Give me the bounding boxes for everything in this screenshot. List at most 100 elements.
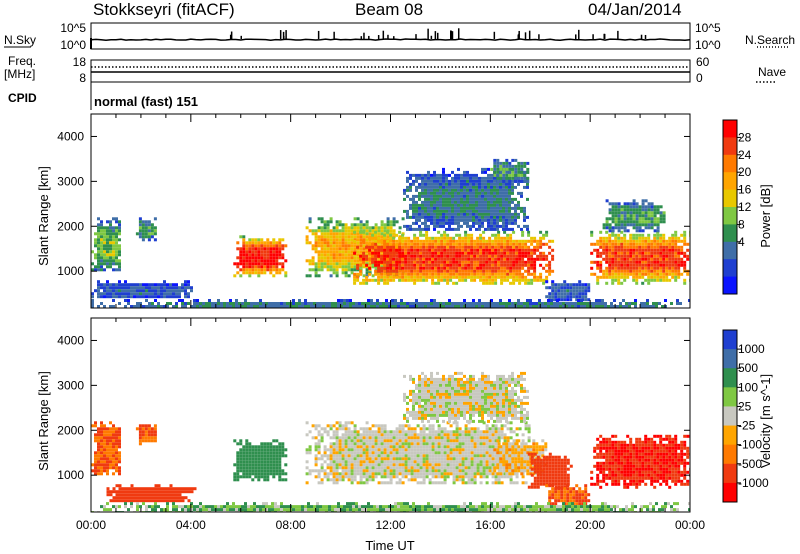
heatmap-cell	[479, 242, 483, 246]
heatmap-cell	[138, 430, 142, 434]
heatmap-cell	[497, 263, 501, 267]
velocity-heatmap	[91, 371, 690, 512]
heatmap-cell	[365, 427, 369, 431]
heatmap-cell	[617, 236, 621, 240]
heatmap-cell	[118, 247, 121, 251]
freq-label-line1: Freq.	[8, 54, 36, 68]
heatmap-cell	[433, 212, 436, 216]
heatmap-cell	[650, 211, 654, 215]
heatmap-cell	[611, 272, 615, 276]
heatmap-cell	[509, 269, 513, 273]
heatmap-cell	[269, 445, 273, 449]
heatmap-cell	[634, 302, 637, 305]
heatmap-cell	[467, 242, 471, 246]
heatmap-cell	[436, 215, 439, 219]
heatmap-cell	[127, 493, 131, 497]
heatmap-cell	[527, 257, 531, 261]
heatmap-cell	[314, 445, 318, 449]
heatmap-cell	[142, 496, 146, 500]
heatmap-cell	[368, 454, 372, 458]
heatmap-cell	[371, 469, 375, 473]
heatmap-cell	[138, 442, 142, 446]
heatmap-cell	[427, 170, 430, 174]
heatmap-cell	[317, 439, 321, 443]
heatmap-cell	[242, 271, 246, 275]
heatmap-cell	[169, 289, 172, 293]
heatmap-cell	[338, 424, 342, 428]
heatmap-cell	[473, 257, 477, 261]
heatmap-cell	[338, 460, 342, 464]
heatmap-cell	[430, 197, 433, 201]
heatmap-cell	[481, 218, 484, 222]
heatmap-cell	[410, 263, 414, 267]
heatmap-cell	[607, 305, 610, 308]
heatmap-cell	[356, 448, 360, 452]
heatmap-cell	[97, 223, 100, 227]
heatmap-cell	[487, 191, 490, 195]
heatmap-cell	[118, 436, 121, 440]
heatmap-cell	[629, 205, 633, 209]
heatmap-cell	[511, 218, 514, 222]
heatmap-cell	[460, 302, 463, 305]
heatmap-cell	[242, 241, 246, 245]
nsky-label: N.Sky	[4, 33, 36, 47]
heatmap-cell	[433, 227, 436, 231]
heatmap-cell	[518, 254, 522, 258]
heatmap-cell	[475, 176, 478, 180]
heatmap-cell	[248, 262, 252, 266]
heatmap-cell	[430, 299, 433, 302]
heatmap-cell	[484, 188, 487, 192]
heatmap-cell	[431, 254, 435, 258]
heatmap-cell	[542, 251, 546, 255]
heatmap-cell	[392, 278, 396, 282]
heatmap-cell	[430, 221, 433, 225]
heatmap-cell	[638, 229, 642, 233]
heatmap-cell	[478, 203, 481, 207]
heatmap-cell	[620, 208, 624, 212]
heatmap-cell	[323, 430, 327, 434]
heatmap-cell	[484, 206, 487, 210]
heatmap-cell	[460, 203, 463, 207]
heatmap-cell	[138, 235, 142, 239]
heatmap-cell	[91, 299, 94, 302]
heatmap-cell	[422, 266, 426, 270]
heatmap-cell	[115, 496, 119, 500]
heatmap-cell	[97, 235, 100, 239]
heatmap-cell	[138, 433, 142, 437]
heatmap-cell	[103, 250, 106, 254]
heatmap-cell	[181, 286, 184, 290]
heatmap-cell	[671, 275, 675, 279]
heatmap-cell	[644, 257, 648, 261]
heatmap-cell	[656, 211, 660, 215]
heatmap-cell	[251, 457, 255, 461]
freq-left-tick-bottom: 8	[79, 71, 86, 85]
heatmap-cell	[269, 244, 273, 248]
heatmap-cell	[278, 250, 282, 254]
heatmap-cell	[416, 242, 420, 246]
heatmap-cell	[677, 245, 681, 249]
heatmap-cell	[356, 223, 360, 227]
heatmap-cell	[106, 457, 109, 461]
heatmap-cell	[599, 245, 603, 249]
heatmap-cell	[668, 248, 672, 252]
heatmap-cell	[680, 233, 684, 237]
heatmap-cell	[536, 239, 540, 243]
heatmap-cell	[602, 242, 606, 246]
heatmap-cell	[617, 281, 621, 285]
heatmap-cell	[439, 221, 442, 225]
heatmap-cell	[517, 164, 521, 168]
heatmap-cell	[359, 247, 363, 251]
heatmap-cell	[533, 239, 537, 243]
heatmap-cell	[406, 185, 409, 189]
heatmap-cell	[647, 278, 651, 282]
heatmap-cell	[662, 275, 666, 279]
heatmap-cell	[211, 302, 214, 305]
heatmap-cell	[153, 430, 157, 434]
heatmap-cell	[331, 305, 334, 308]
heatmap-cell	[428, 236, 432, 240]
heatmap-cell	[479, 251, 483, 255]
heatmap-cell	[464, 236, 468, 240]
heatmap-cell	[254, 457, 258, 461]
heatmap-cell	[278, 457, 282, 461]
heatmap-cell	[242, 448, 246, 452]
